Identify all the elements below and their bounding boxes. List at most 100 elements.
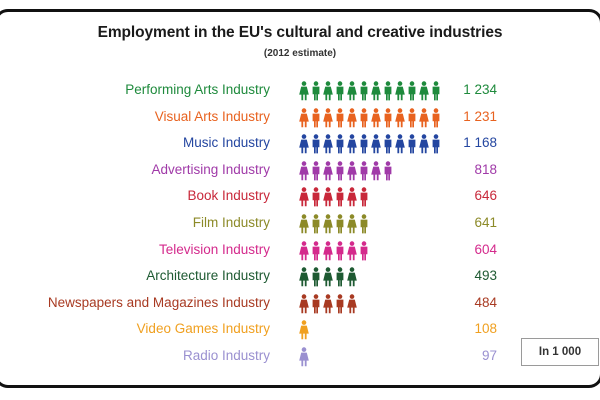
person-icon xyxy=(334,240,346,261)
person-icon xyxy=(334,161,346,181)
person-icon xyxy=(298,187,310,207)
person-icon xyxy=(334,107,346,128)
person-icons xyxy=(298,267,358,287)
category-label: Architecture Industry xyxy=(146,268,270,284)
person-icon xyxy=(346,134,358,154)
person-icon xyxy=(358,81,370,101)
chart-frame xyxy=(0,9,600,388)
category-label: Music Industry xyxy=(182,135,270,151)
person-icon xyxy=(358,240,370,261)
value-label: 818 xyxy=(474,161,497,177)
person-icon xyxy=(394,134,406,154)
value-label: 641 xyxy=(474,214,497,230)
person-icon xyxy=(310,187,322,207)
value-label: 108 xyxy=(474,321,497,337)
person-icon xyxy=(346,294,358,314)
person-icon xyxy=(370,107,382,128)
pictogram-rows: Performing Arts Industry 1 234 Visual Arts… xyxy=(0,78,600,371)
category-label: Video Games Industry xyxy=(136,321,270,337)
person-icon xyxy=(430,107,442,128)
category-label: Performing Arts Industry xyxy=(125,82,270,97)
person-icon xyxy=(322,267,334,287)
value-label: 493 xyxy=(474,268,497,284)
person-icon xyxy=(310,161,322,181)
person-icon xyxy=(382,81,394,101)
person-icon xyxy=(298,161,310,181)
pictogram-row: Visual Arts Industry 1 231 xyxy=(0,105,600,132)
person-icon xyxy=(298,347,310,367)
person-icons xyxy=(298,320,310,340)
person-icons xyxy=(298,214,370,234)
person-icon xyxy=(310,240,322,261)
person-icon xyxy=(334,267,346,287)
category-label: Visual Arts Industry xyxy=(154,108,270,124)
person-icons xyxy=(298,240,370,261)
person-icon xyxy=(346,107,358,128)
person-icon xyxy=(358,134,370,154)
person-icon xyxy=(394,107,406,128)
value-label: 1 231 xyxy=(463,108,497,124)
value-label: 1 234 xyxy=(463,82,497,97)
category-label: Radio Industry xyxy=(182,347,270,363)
person-icon xyxy=(322,134,334,154)
category-label: Film Industry xyxy=(192,214,270,230)
person-icons xyxy=(298,134,442,154)
person-icons xyxy=(298,187,370,207)
person-icon xyxy=(298,294,310,314)
person-icon xyxy=(358,187,370,207)
pictogram-row: Radio Industry 97 xyxy=(0,344,600,371)
category-label: Advertising Industry xyxy=(151,161,270,177)
person-icon xyxy=(334,134,346,154)
person-icon xyxy=(418,107,430,128)
person-icon xyxy=(298,267,310,287)
person-icons xyxy=(298,161,394,181)
person-icon xyxy=(298,214,310,234)
person-icon xyxy=(334,187,346,207)
unit-label-box: In 1 000 xyxy=(521,338,599,366)
person-icon xyxy=(406,107,418,128)
person-icon xyxy=(334,214,346,234)
person-icon xyxy=(298,134,310,154)
value-label: 97 xyxy=(481,347,497,363)
pictogram-row: Video Games Industry 108 xyxy=(0,317,600,344)
person-icon xyxy=(310,81,322,101)
person-icon xyxy=(370,134,382,154)
value-label: 604 xyxy=(474,241,497,257)
person-icon xyxy=(346,267,358,287)
person-icon xyxy=(298,320,310,340)
person-icon xyxy=(394,81,406,101)
person-icon xyxy=(310,294,322,314)
person-icon xyxy=(418,134,430,154)
person-icon xyxy=(322,81,334,101)
pictogram-row: Performing Arts Industry 1 234 xyxy=(0,78,600,105)
pictogram-row: Film Industry 641 xyxy=(0,211,600,238)
person-icon xyxy=(322,294,334,314)
person-icon xyxy=(322,240,334,261)
person-icon xyxy=(346,214,358,234)
pictogram-row: Television Industry 604 xyxy=(0,238,600,265)
person-icon xyxy=(310,134,322,154)
category-label: Newspapers and Magazines Industry xyxy=(47,294,270,310)
unit-label: In 1 000 xyxy=(538,346,582,358)
person-icon xyxy=(358,214,370,234)
category-label: Television Industry xyxy=(158,241,270,257)
person-icon xyxy=(358,107,370,128)
person-icon xyxy=(310,107,322,128)
person-icon xyxy=(298,107,310,128)
person-icons xyxy=(298,107,442,128)
person-icon xyxy=(406,134,418,154)
person-icon xyxy=(298,81,310,101)
person-icon xyxy=(322,187,334,207)
value-label: 484 xyxy=(474,294,497,310)
category-label: Book Industry xyxy=(187,188,270,204)
pictogram-row: Newspapers and Magazines Industry 484 xyxy=(0,291,600,318)
person-icon xyxy=(334,81,346,101)
person-icon xyxy=(298,240,310,261)
chart-subtitle: (2012 estimate) xyxy=(263,48,337,59)
person-icon xyxy=(382,107,394,128)
chart-title: Employment in the EU's cultural and crea… xyxy=(97,24,503,41)
pictogram-row: Advertising Industry 818 xyxy=(0,158,600,185)
person-icon xyxy=(346,161,358,181)
person-icon xyxy=(430,81,442,101)
pictogram-row: Book Industry 646 xyxy=(0,184,600,211)
